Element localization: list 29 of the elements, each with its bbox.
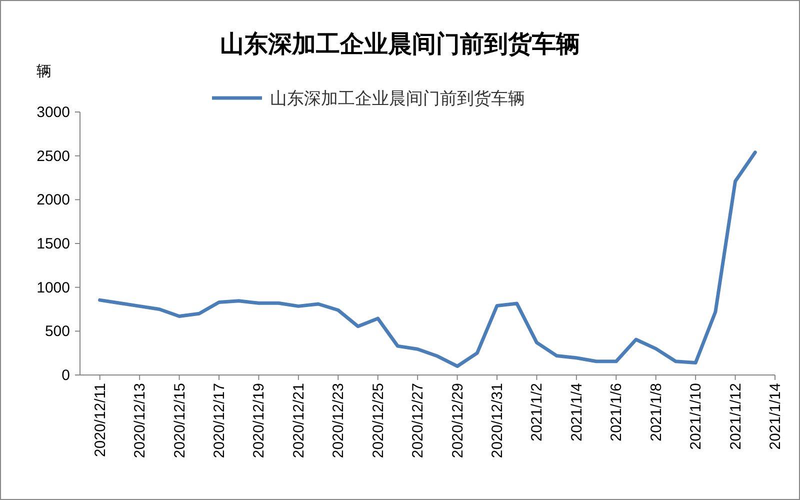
chart-title: 山东深加工企业晨间门前到货车辆: [220, 29, 580, 58]
y-tick-label: 500: [44, 323, 70, 340]
x-tick-label: 2020/12/29: [449, 383, 466, 458]
line-series: [98, 150, 757, 368]
x-tick-label: 2020/12/21: [290, 383, 308, 458]
x-tick-label: 2020/12/15: [171, 383, 188, 458]
x-tick-label: 2020/12/19: [250, 383, 268, 458]
y-tick-label: 2500: [36, 148, 70, 165]
x-tick-label: 2020/12/27: [410, 383, 427, 458]
legend-label: 山东深加工企业晨间门前到货车辆: [270, 89, 525, 108]
y-tick-label: 0: [62, 367, 70, 384]
y-axis-title: 辆: [36, 63, 52, 80]
x-tick-label: 2021/1/10: [688, 383, 705, 450]
y-tick-label: 3000: [36, 104, 70, 121]
x-tick-label: 2021/1/6: [608, 383, 626, 442]
x-tick-label: 2021/1/14: [767, 383, 784, 450]
y-tick-label: 1000: [36, 279, 70, 296]
x-tick-label: 2020/12/11: [92, 383, 109, 457]
x-tick-label: 2020/12/23: [330, 383, 348, 458]
x-tick-label: 2020/12/13: [132, 383, 149, 458]
x-tick-label: 2020/12/17: [211, 383, 228, 458]
y-tick-label: 1500: [36, 236, 70, 252]
y-tick-label: 2000: [36, 192, 70, 209]
x-tick-label: 2020/12/25: [370, 383, 387, 458]
x-tick-label: 2021/1/8: [648, 383, 665, 442]
x-tick-label: 2020/12/31: [489, 383, 506, 458]
x-tick-label: 2021/1/4: [568, 383, 586, 442]
x-tick-label: 2021/1/12: [727, 383, 744, 450]
x-tick-label: 2021/1/2: [528, 383, 546, 442]
